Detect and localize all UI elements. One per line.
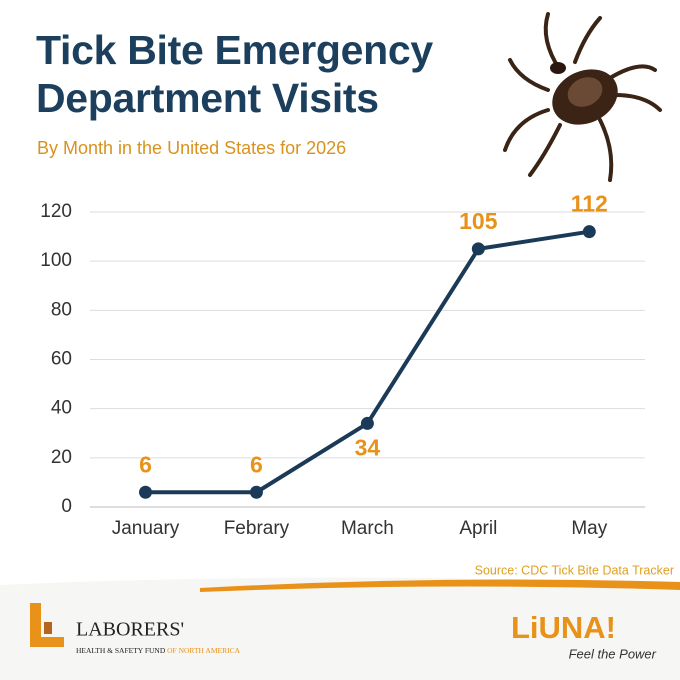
- y-tick-label: 0: [61, 496, 72, 517]
- left-logo-line-text: HEALTH & SAFETY FUND: [76, 646, 166, 655]
- y-tick-label: 120: [40, 201, 72, 222]
- value-label: 105: [459, 208, 498, 234]
- y-tick-label: 80: [51, 299, 72, 320]
- left-logo-line-end: OF NORTH AMERICA: [167, 646, 240, 655]
- x-tick-label: April: [459, 518, 497, 539]
- x-tick-label: January: [112, 518, 180, 539]
- tick-shield: [567, 77, 603, 107]
- tick-head: [550, 62, 566, 74]
- footer-swoosh: [200, 579, 680, 592]
- x-tick-label: Febrary: [224, 518, 290, 539]
- source: Source: CDC Tick Bite Data Tracker: [475, 563, 674, 577]
- value-label: 112: [571, 191, 608, 217]
- tick-illustration: [503, 12, 662, 182]
- data-point: [582, 225, 596, 239]
- left-logo-name: LABORERS': [76, 619, 184, 641]
- y-tick-label: 20: [51, 447, 72, 468]
- y-tick-label: 100: [40, 250, 72, 271]
- data-point: [360, 416, 374, 430]
- data-point: [139, 485, 152, 499]
- left-logo-line: HEALTH & SAFETY FUND OF NORTH AMERICA: [76, 646, 241, 655]
- data-point: [471, 242, 485, 256]
- footer-band: [0, 577, 680, 680]
- data-point: [249, 485, 263, 499]
- chart-subtitle: By Month in the United States for 2026: [37, 138, 347, 158]
- right-logo-name: LiUNA!: [511, 610, 616, 645]
- right-logo-tagline: Feel the Power: [569, 646, 657, 661]
- y-tick-label: 60: [51, 349, 72, 370]
- value-label: 6: [139, 451, 152, 477]
- x-tick-label: March: [341, 518, 394, 539]
- x-tick-label: May: [571, 518, 607, 539]
- value-label: 34: [355, 434, 381, 460]
- chart-title: Tick Bite Emergency Department Visits: [36, 27, 433, 121]
- y-tick-label: 40: [51, 398, 72, 419]
- left-logo-mark: [30, 603, 64, 647]
- value-label: 6: [250, 451, 263, 477]
